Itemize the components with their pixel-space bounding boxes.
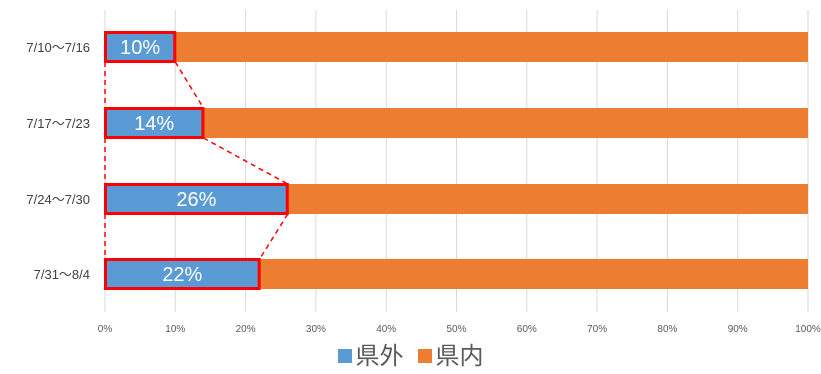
legend-label-inside-prefecture: 県内 — [436, 342, 484, 370]
x-tick-label: 0% — [98, 324, 113, 335]
category-label: 7/24～7/30 — [26, 192, 90, 207]
x-tick-label: 60% — [517, 324, 537, 335]
dashed-connector — [175, 62, 203, 108]
legend-swatch-inside-prefecture — [418, 349, 432, 363]
category-label: 7/10～7/16 — [26, 40, 90, 55]
data-label: 10% — [120, 37, 160, 59]
dashed-connector — [260, 214, 288, 259]
data-labels: 10% 14% 26% 22% — [120, 37, 216, 286]
x-tick-label: 30% — [306, 324, 326, 335]
x-tick-label: 70% — [587, 324, 607, 335]
legend-item-inside-prefecture: 県内 — [418, 342, 484, 370]
x-tick-label: 50% — [446, 324, 466, 335]
data-label: 26% — [176, 189, 216, 211]
x-tick-label: 40% — [376, 324, 396, 335]
data-label: 22% — [162, 264, 202, 286]
data-label: 14% — [134, 113, 174, 135]
category-labels: 7/10～7/16 7/17～7/23 7/24～7/30 7/31～8/4 — [26, 40, 90, 282]
legend: 県外 県内 — [0, 341, 821, 371]
x-tick-label: 100% — [795, 324, 821, 335]
category-label: 7/31～8/4 — [34, 267, 90, 282]
highlight-annotations — [105, 33, 288, 289]
x-tick-label: 90% — [728, 324, 748, 335]
bar-segment-inside-prefecture — [260, 259, 808, 289]
bar-segment-inside-prefecture — [203, 108, 808, 138]
x-tick-label: 20% — [236, 324, 256, 335]
x-axis-tick-labels: 0% 10% 20% 30% 40% 50% 60% 70% 80% 90% 100% — [98, 324, 821, 335]
legend-item-outside-prefecture: 県外 — [338, 342, 404, 370]
category-label: 7/17～7/23 — [26, 116, 90, 131]
x-tick-label: 80% — [657, 324, 677, 335]
x-tick-label: 10% — [165, 324, 185, 335]
legend-label-outside-prefecture: 県外 — [356, 342, 404, 370]
bar-segment-inside-prefecture — [175, 32, 808, 62]
bar-segment-inside-prefecture — [288, 184, 808, 214]
legend-swatch-outside-prefecture — [338, 349, 352, 363]
